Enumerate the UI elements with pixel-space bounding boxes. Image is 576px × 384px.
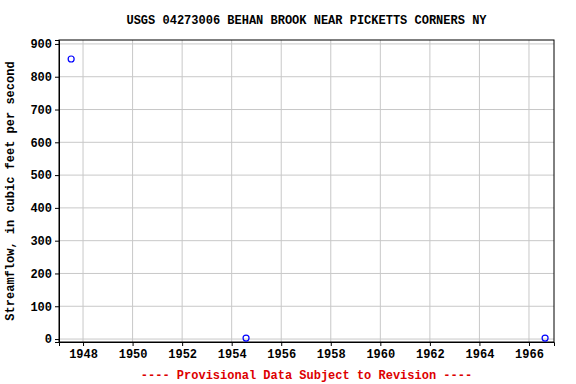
tick: 300	[30, 235, 59, 249]
tick: 1960	[366, 342, 395, 362]
tick: 1966	[515, 342, 544, 362]
y-axis: 0 100 200 300 400 500 600 700 800 900	[30, 38, 59, 347]
tick: 1952	[168, 342, 197, 362]
tick-mark	[83, 342, 84, 346]
tick-mark	[55, 175, 59, 176]
x-grid-line	[380, 40, 381, 342]
y-grid-line	[59, 306, 554, 307]
tick-mark	[55, 273, 59, 274]
tick: 500	[30, 169, 59, 183]
y-grid-line	[59, 142, 554, 143]
tick-label: 1954	[218, 348, 247, 362]
tick-label: 300	[30, 235, 52, 249]
tick: 100	[30, 301, 59, 315]
x-grid-line	[231, 40, 232, 342]
tick-label: 1958	[317, 348, 346, 362]
y-grid-line	[59, 175, 554, 176]
tick: 1964	[466, 342, 495, 362]
tick-label: 1966	[515, 348, 544, 362]
grid	[59, 40, 554, 342]
tick-label: 400	[30, 202, 52, 216]
tick-mark	[133, 342, 134, 346]
tick: 900	[30, 38, 59, 52]
tick: 0	[45, 333, 59, 347]
tick-label: 1964	[466, 348, 495, 362]
tick-mark	[430, 342, 431, 346]
tick-label: 200	[30, 268, 52, 282]
plot-frame	[59, 40, 554, 342]
tick-mark	[331, 342, 332, 346]
tick: 400	[30, 202, 59, 216]
tick-label: 1962	[416, 348, 445, 362]
y-grid-line	[59, 240, 554, 241]
x-grid-line	[182, 40, 183, 342]
tick-label: 0	[45, 333, 52, 347]
x-axis: 1948 1950 1952 1954 1956 1958 1960 1962 1964 1966	[60, 342, 555, 362]
tick-mark	[281, 342, 282, 346]
x-grid-line	[83, 40, 84, 342]
tick-label: 1956	[267, 348, 296, 362]
tick: 1948	[69, 342, 98, 362]
tick-label: 1952	[168, 348, 197, 362]
tick-mark	[55, 142, 59, 143]
y-grid-line	[59, 273, 554, 274]
tick-mark	[55, 339, 59, 340]
tick: 200	[30, 268, 59, 282]
x-grid-line	[132, 40, 133, 342]
tick: 700	[30, 104, 59, 118]
tick: 600	[30, 137, 59, 151]
tick-label: 800	[30, 71, 52, 85]
y-axis-title: Streamflow, in cubic feet per second	[4, 61, 18, 320]
tick-mark	[529, 342, 530, 346]
tick-mark	[380, 342, 381, 346]
x-grid-line	[429, 40, 430, 342]
x-grid-line	[330, 40, 331, 342]
background	[0, 0, 576, 384]
tick: 800	[30, 71, 59, 85]
caption: ---- Provisional Data Subject to Revisio…	[141, 369, 472, 383]
tick-mark	[55, 77, 59, 78]
tick-mark	[479, 342, 480, 346]
tick-label: 1950	[119, 348, 148, 362]
tick-mark	[182, 342, 183, 346]
tick-label: 700	[30, 104, 52, 118]
tick: 1954	[218, 342, 247, 362]
tick-mark	[55, 110, 59, 111]
tick-mark	[55, 306, 59, 307]
tick-label: 100	[30, 301, 52, 315]
tick: 1950	[119, 342, 148, 362]
y-grid-line	[59, 339, 554, 340]
point	[243, 335, 249, 341]
y-grid-line	[59, 43, 554, 44]
tick-mark	[55, 44, 59, 45]
x-grid-line	[479, 40, 480, 342]
tick-label: 500	[30, 169, 52, 183]
tick-mark	[55, 241, 59, 242]
tick: 1962	[416, 342, 445, 362]
y-grid-line	[59, 109, 554, 110]
points	[68, 56, 548, 341]
chart: 1948 1950 1952 1954 1956 1958 1960 1962 1964 1966…	[0, 0, 576, 384]
point	[542, 335, 548, 341]
title: USGS 04273006 BEHAN BROOK NEAR PICKETTS …	[126, 14, 487, 28]
x-grid-line	[281, 40, 282, 342]
tick-mark	[232, 342, 233, 346]
x-grid-line	[528, 40, 529, 342]
y-grid-line	[59, 76, 554, 77]
point	[68, 56, 74, 62]
tick-mark	[55, 208, 59, 209]
y-grid-line	[59, 207, 554, 208]
tick: 1958	[317, 342, 346, 362]
tick-label: 900	[30, 38, 52, 52]
tick-label: 1948	[69, 348, 98, 362]
tick-label: 1960	[366, 348, 395, 362]
axis-line	[60, 343, 555, 347]
tick: 1956	[267, 342, 296, 362]
tick-label: 600	[30, 137, 52, 151]
